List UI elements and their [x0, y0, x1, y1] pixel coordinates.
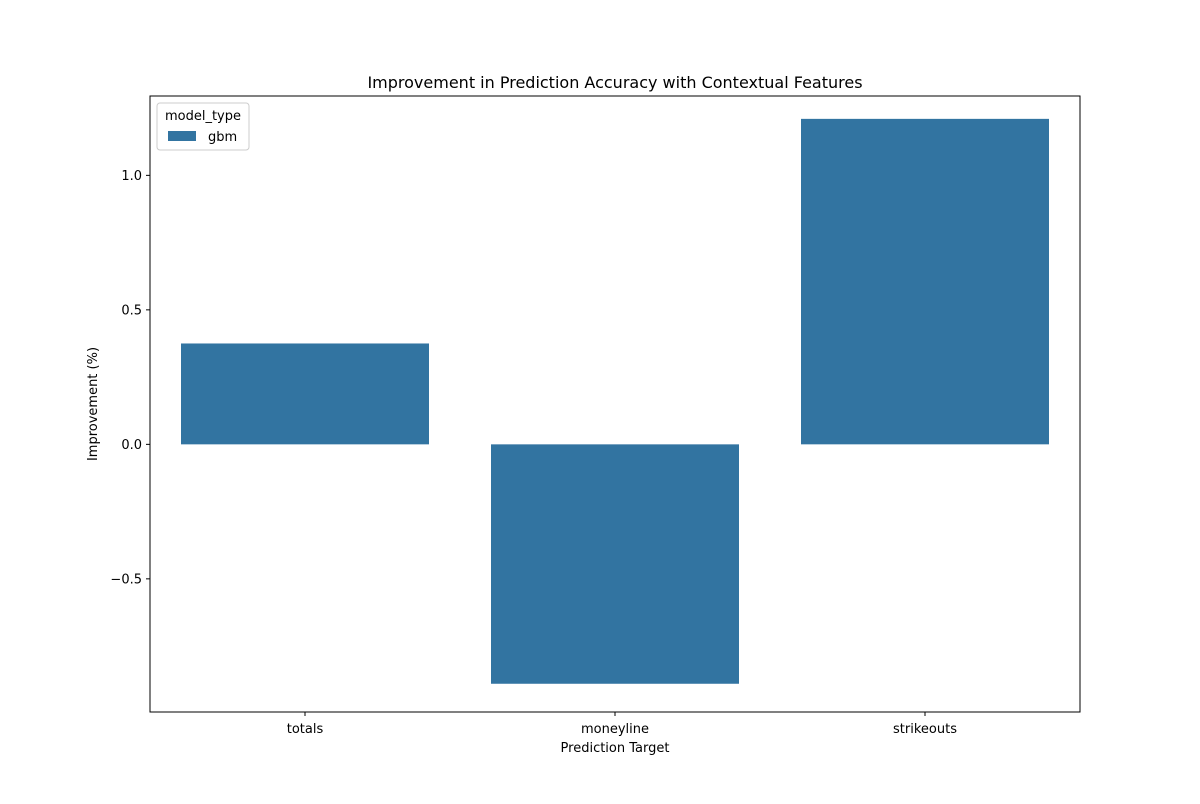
y-axis-label: Improvement (%) — [86, 347, 101, 461]
y-tick-label: 1.0 — [121, 169, 142, 184]
y-tick-label: 0.5 — [121, 303, 142, 318]
bar-strikeouts — [801, 118, 1049, 445]
legend: model_type gbm — [156, 102, 250, 151]
bar-moneyline — [491, 444, 739, 684]
legend-title: model_type — [165, 109, 241, 124]
chart-title: Improvement in Prediction Accuracy with … — [367, 73, 862, 92]
x-axis-label: Prediction Target — [561, 741, 670, 756]
legend-swatch-gbm — [168, 131, 196, 141]
x-axis-ticks: totals moneyline strikeouts — [287, 712, 957, 737]
plot-frame — [149, 95, 1081, 713]
x-tick-label: strikeouts — [893, 722, 957, 737]
legend-label-gbm: gbm — [208, 130, 237, 145]
y-tick-label: −0.5 — [110, 572, 142, 587]
bar-totals — [181, 343, 429, 445]
x-tick-label: moneyline — [581, 722, 649, 737]
bars-layer — [181, 118, 1049, 684]
y-tick-label: 0.0 — [121, 438, 142, 453]
x-tick-label: totals — [287, 722, 324, 737]
y-axis-ticks: −0.5 0.0 0.5 1.0 — [110, 169, 150, 587]
